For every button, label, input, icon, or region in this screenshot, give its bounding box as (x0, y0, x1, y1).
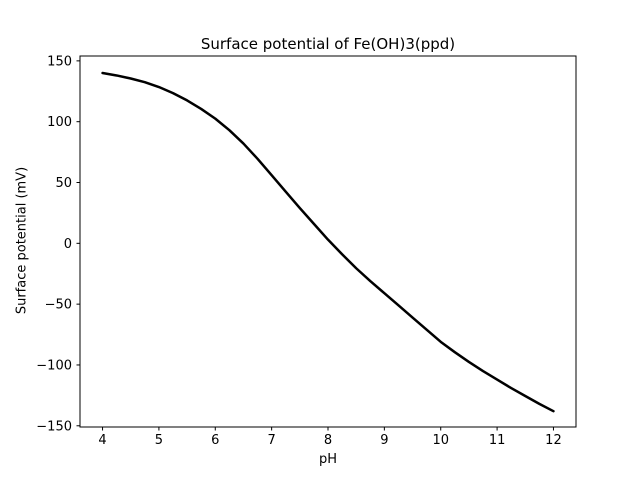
y-tick-label: −50 (45, 298, 72, 313)
x-tick-label: 5 (155, 433, 163, 448)
x-tick-label: 11 (489, 433, 506, 448)
x-tick-label: 12 (545, 433, 562, 448)
x-tick-label: 8 (324, 433, 332, 448)
surface-potential-curve (101, 71, 555, 413)
y-tick-label: 100 (47, 115, 72, 130)
axes-spines (79, 55, 577, 428)
y-tick-label: −150 (36, 419, 72, 434)
x-tick-label: 7 (267, 433, 275, 448)
y-axis-label: Surface potential (mV) (14, 166, 30, 315)
x-axis-label: pH (318, 452, 338, 467)
y-tick-label: 50 (55, 176, 72, 191)
y-tick-label: 0 (64, 237, 72, 252)
y-tick-label: 150 (47, 54, 72, 69)
x-tick-label: 6 (211, 433, 219, 448)
x-tick-label: 4 (98, 433, 106, 448)
chart-title: Surface potential of Fe(OH)3(ppd) (200, 35, 456, 53)
x-tick-label: 10 (432, 433, 449, 448)
x-tick-label: 9 (380, 433, 388, 448)
y-tick-label: −100 (36, 358, 72, 373)
